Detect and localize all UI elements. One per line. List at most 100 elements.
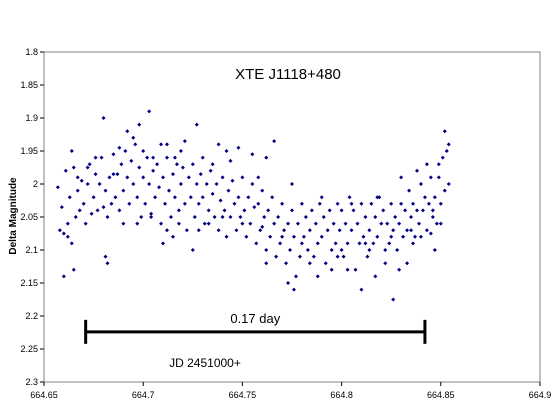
- data-point: [214, 182, 219, 186]
- data-point: [353, 267, 358, 272]
- data-point: [361, 234, 366, 239]
- data-point: [101, 205, 106, 210]
- data-point: [375, 195, 380, 200]
- data-point: [176, 208, 181, 213]
- data-point: [220, 215, 225, 219]
- data-point: [381, 208, 386, 213]
- y-tick-label: 2.25: [20, 344, 38, 354]
- data-point: [145, 155, 150, 160]
- data-point: [428, 231, 433, 236]
- data-point: [373, 274, 378, 279]
- data-point: [434, 221, 439, 226]
- data-point: [307, 228, 312, 233]
- data-point: [335, 254, 340, 259]
- data-point: [264, 155, 269, 160]
- data-point: [272, 221, 277, 226]
- data-point: [260, 188, 265, 193]
- data-point: [67, 195, 72, 200]
- data-point: [409, 228, 414, 233]
- data-point: [107, 175, 112, 180]
- data-point: [194, 122, 199, 127]
- data-point: [111, 152, 116, 157]
- y-tick-label: 1.9: [25, 113, 38, 123]
- data-points: [55, 109, 451, 302]
- data-point: [244, 234, 249, 239]
- data-point: [240, 175, 245, 180]
- data-point: [365, 254, 370, 259]
- data-point: [147, 182, 152, 186]
- data-point: [218, 198, 223, 203]
- data-point: [129, 158, 134, 163]
- data-point: [250, 182, 255, 186]
- data-point: [399, 175, 404, 180]
- data-point: [176, 221, 181, 226]
- data-point: [121, 221, 126, 226]
- data-point: [117, 208, 122, 213]
- data-point: [280, 201, 285, 206]
- data-point: [224, 234, 229, 239]
- data-point: [159, 221, 164, 226]
- data-point: [141, 175, 146, 180]
- data-point: [61, 274, 66, 279]
- data-point: [163, 201, 168, 206]
- data-point: [161, 241, 166, 246]
- data-point: [329, 267, 334, 272]
- data-point: [333, 241, 338, 246]
- data-point: [105, 261, 110, 266]
- data-point: [291, 234, 296, 239]
- data-point: [242, 208, 247, 213]
- data-point: [210, 191, 215, 196]
- data-point: [71, 267, 76, 272]
- data-point: [282, 228, 287, 233]
- data-point: [438, 201, 443, 206]
- data-point: [248, 221, 253, 226]
- data-point: [367, 248, 372, 252]
- data-point: [446, 142, 451, 147]
- data-point: [212, 215, 217, 219]
- data-point: [216, 142, 221, 147]
- data-point: [411, 201, 416, 206]
- x-tick-label: 664.7: [132, 390, 155, 400]
- chart-title: XTE J1118+480: [235, 66, 341, 83]
- data-point: [166, 188, 171, 193]
- y-tick-label: 2.15: [20, 278, 38, 288]
- data-point: [113, 195, 118, 200]
- data-point: [135, 195, 140, 200]
- data-point: [85, 165, 90, 170]
- data-point: [79, 178, 84, 183]
- data-point: [317, 201, 322, 206]
- data-point: [345, 267, 350, 272]
- data-point: [63, 168, 68, 173]
- data-point: [379, 221, 384, 226]
- data-point: [186, 175, 191, 180]
- data-point: [385, 221, 390, 226]
- data-point: [359, 201, 364, 206]
- data-point: [349, 228, 354, 233]
- data-point: [409, 215, 414, 219]
- data-point: [355, 221, 360, 226]
- data-point: [252, 205, 257, 210]
- data-point: [393, 215, 398, 219]
- data-point: [93, 172, 98, 177]
- data-point: [309, 208, 314, 213]
- data-point: [97, 182, 102, 186]
- data-point: [278, 241, 283, 246]
- data-point: [389, 201, 394, 206]
- data-point: [161, 175, 166, 180]
- data-point: [286, 221, 291, 226]
- data-point: [286, 281, 291, 285]
- data-point: [426, 201, 431, 206]
- data-point: [430, 215, 435, 219]
- y-tick-label: 2.3: [25, 377, 38, 387]
- data-point: [165, 228, 170, 233]
- data-point: [373, 215, 378, 219]
- data-point: [182, 201, 187, 206]
- data-point: [391, 297, 396, 302]
- data-point: [414, 168, 419, 173]
- data-point: [159, 142, 164, 147]
- data-point: [151, 155, 156, 160]
- data-point: [204, 182, 209, 186]
- data-point: [125, 129, 130, 134]
- data-point: [65, 234, 70, 239]
